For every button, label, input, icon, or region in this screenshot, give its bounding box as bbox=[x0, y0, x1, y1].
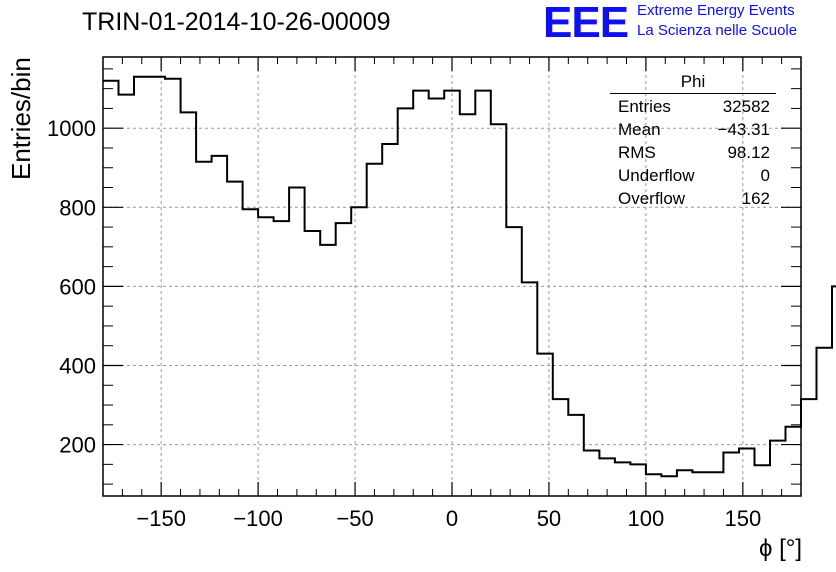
y-tick-label: 1000 bbox=[47, 116, 96, 141]
stat-label: Underflow bbox=[618, 166, 695, 185]
x-tick-label: 0 bbox=[446, 506, 458, 531]
stats-row-overflow: Overflow 162 bbox=[610, 187, 776, 210]
stats-row-rms: RMS 98.12 bbox=[610, 141, 776, 164]
x-tick-label: 150 bbox=[724, 506, 761, 531]
stats-title: Phi bbox=[610, 72, 776, 94]
stats-row-mean: Mean −43.31 bbox=[610, 118, 776, 141]
histogram-line bbox=[103, 75, 836, 478]
stat-value: 162 bbox=[741, 189, 770, 208]
stat-value: 98.12 bbox=[727, 143, 770, 162]
y-axis-label: Entries/bin bbox=[6, 57, 36, 180]
stat-value: 32582 bbox=[722, 97, 770, 116]
stats-box: Phi Entries 32582 Mean −43.31 RMS 98.12 … bbox=[610, 72, 776, 210]
y-tick-label: 200 bbox=[59, 433, 96, 458]
logo-line-1: Extreme Energy Events bbox=[637, 2, 795, 19]
y-tick-label: 800 bbox=[59, 195, 96, 220]
y-tick-labels: 200 400 600 800 1000 bbox=[47, 116, 96, 457]
x-tick-label: 50 bbox=[537, 506, 561, 531]
x-axis-label: ϕ [°] bbox=[758, 535, 802, 562]
chart-title: TRIN-01-2014-10-26-00009 bbox=[82, 8, 391, 36]
stat-label: Mean bbox=[618, 120, 661, 139]
x-tick-label: −50 bbox=[336, 506, 373, 531]
x-tick-label: −100 bbox=[233, 506, 283, 531]
logo-line-2: La Scienza nelle Scuole bbox=[637, 22, 798, 39]
stat-value: 0 bbox=[760, 166, 770, 185]
stats-row-entries: Entries 32582 bbox=[610, 95, 776, 118]
stats-row-underflow: Underflow 0 bbox=[610, 164, 776, 187]
x-tick-label: 100 bbox=[628, 506, 665, 531]
y-tick-label: 600 bbox=[59, 274, 96, 299]
y-tick-label: 400 bbox=[59, 353, 96, 378]
axis-ticks bbox=[103, 57, 801, 496]
stat-label: RMS bbox=[618, 143, 656, 162]
stat-label: Entries bbox=[618, 97, 671, 116]
grid bbox=[103, 57, 801, 496]
eee-logo: EEE bbox=[543, 0, 629, 47]
x-tick-label: −150 bbox=[136, 506, 186, 531]
x-tick-labels: −150 −100 −50 0 50 100 150 bbox=[136, 506, 761, 531]
stat-value: −43.31 bbox=[717, 120, 770, 139]
stat-label: Overflow bbox=[618, 189, 686, 208]
